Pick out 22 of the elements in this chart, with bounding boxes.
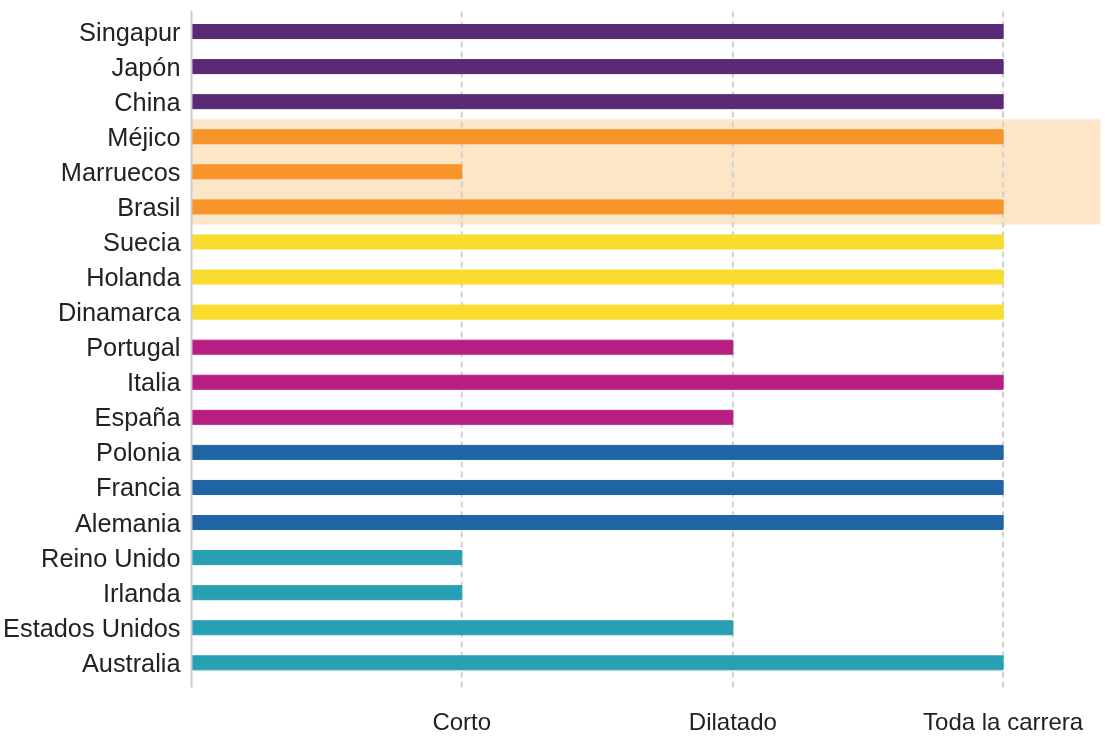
y-tick-label: España [94,403,182,432]
y-tick-label: Méjico [107,122,181,151]
y-tick-label: Estados Unidos [3,613,181,642]
y-tick-label: Singapur [79,17,182,46]
y-tick-label: Marruecos [60,157,181,186]
y-tick-label: China [114,87,182,116]
y-tick-label: Alemania [74,508,182,537]
y-tick-label: Francia [96,473,182,502]
ref-line-label: Toda la carrera [923,708,1084,736]
ref-line-label: Dilatado [688,708,777,736]
y-tick-label: Holanda [86,263,182,292]
y-tick-label: Australia [81,648,182,677]
y-tick-label: Suecia [103,227,182,256]
y-tick-label: Japón [111,52,181,81]
y-tick-label: Italia [127,368,182,397]
y-tick-label: Dinamarca [58,298,182,327]
y-tick-label: Brasil [117,192,181,221]
y-tick-label: Portugal [86,333,181,362]
ref-line-label: Corto [432,708,492,736]
y-tick-label: Reino Unido [41,543,181,572]
y-tick-label: Polonia [96,438,182,467]
y-tick-label: Irlanda [103,578,182,607]
